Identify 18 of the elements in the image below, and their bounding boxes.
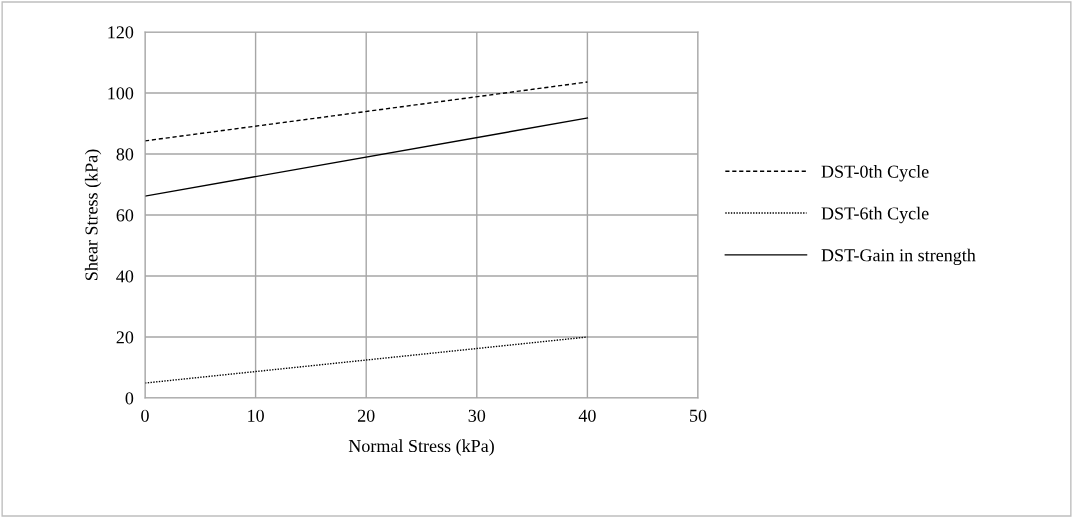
y-tick-label: 80 [116, 148, 134, 161]
x-axis-title: Normal Stress (kPa) [348, 439, 494, 456]
y-tick-label: 40 [116, 270, 134, 283]
y-tick-label: 0 [125, 392, 134, 405]
x-tick-label: 30 [468, 409, 486, 422]
x-tick-label: 20 [357, 409, 375, 422]
y-tick-label: 100 [108, 87, 134, 100]
legend-label: DST-0th Cycle [821, 165, 929, 182]
x-tick-label: 40 [578, 409, 596, 422]
y-axis-title: Shear Stress (kPa) [84, 149, 102, 280]
y-tick-label: 120 [108, 26, 134, 39]
legend-label: DST-Gain in strength [821, 248, 976, 266]
x-tick-label: 0 [141, 409, 149, 422]
x-tick-label: 10 [248, 409, 264, 422]
legend-label: DST-6th Cycle [821, 206, 929, 224]
y-tick-label: 60 [116, 209, 134, 222]
y-tick-label: 20 [116, 331, 134, 344]
x-tick-label: 50 [690, 409, 707, 422]
